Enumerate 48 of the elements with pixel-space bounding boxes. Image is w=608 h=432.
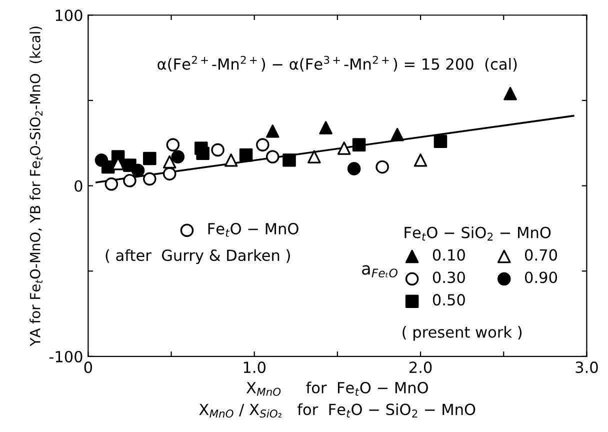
x-tick-label: 3.0 (576, 362, 598, 374)
annotation: a$_{FeₜO}$ (362, 265, 398, 278)
point (104, 177, 118, 191)
legend-label: 0.70 (525, 249, 557, 261)
text: α(Fe$^{2+}$-Mn$^{2+}$) − α(Fe$^{3+}$-Mn$^{2+}$) = 15 200 (cal) (158, 56, 517, 72)
point (171, 150, 185, 164)
point (166, 138, 180, 152)
y-tick-label: 100 (56, 10, 82, 22)
point (390, 128, 404, 142)
y-tick-label: 0 (74, 180, 82, 192)
point (131, 164, 145, 178)
y-axis-title: YA for Fe$_{t}$O-MnO, YB for Fe$_{t}$O-SiO$_{2}$-MnO (kcal) (30, 26, 42, 346)
point (196, 146, 210, 160)
point (266, 124, 280, 138)
point (337, 142, 351, 155)
point (162, 167, 176, 180)
legend-label: Fe$_{t}$O − MnO (208, 222, 298, 237)
point (434, 134, 448, 148)
point (256, 138, 270, 152)
point (211, 143, 224, 157)
y-tick-label: -100 (49, 350, 82, 362)
point (143, 152, 156, 166)
point (162, 155, 176, 169)
text: X$_{MnO}$ for Fe$_{t}$O − MnO X$_{MnO}$ / X$_{SiO₂}$ for Fe$_{t}$O − SiO$_{2}$ − MnO (199, 382, 476, 418)
point (282, 154, 296, 167)
point (504, 86, 517, 100)
annotation: ( present work ) (402, 326, 522, 341)
point (94, 154, 108, 167)
legend-label: 0.50 (432, 294, 465, 306)
point (352, 138, 366, 152)
annotation: ( after Gurry & Darken ) (106, 249, 290, 264)
point (266, 150, 280, 164)
point (239, 148, 253, 162)
legend-title: Fe$_{t}$O − SiO$_{2}$ − MnO (404, 226, 551, 241)
point (347, 162, 361, 176)
legend-label: 0.90 (525, 272, 557, 284)
point (123, 174, 136, 188)
x-tick-label: 2.0 (410, 362, 432, 374)
point (414, 154, 428, 167)
x-tick-label: 0 (84, 362, 92, 374)
point (319, 121, 332, 134)
point (224, 154, 238, 167)
point (143, 172, 156, 186)
legend-label: 0.10 (432, 249, 465, 261)
point (376, 160, 389, 174)
x-tick-label: 1.0 (244, 362, 266, 374)
legend-label: 0.30 (432, 272, 465, 284)
point (308, 150, 321, 164)
